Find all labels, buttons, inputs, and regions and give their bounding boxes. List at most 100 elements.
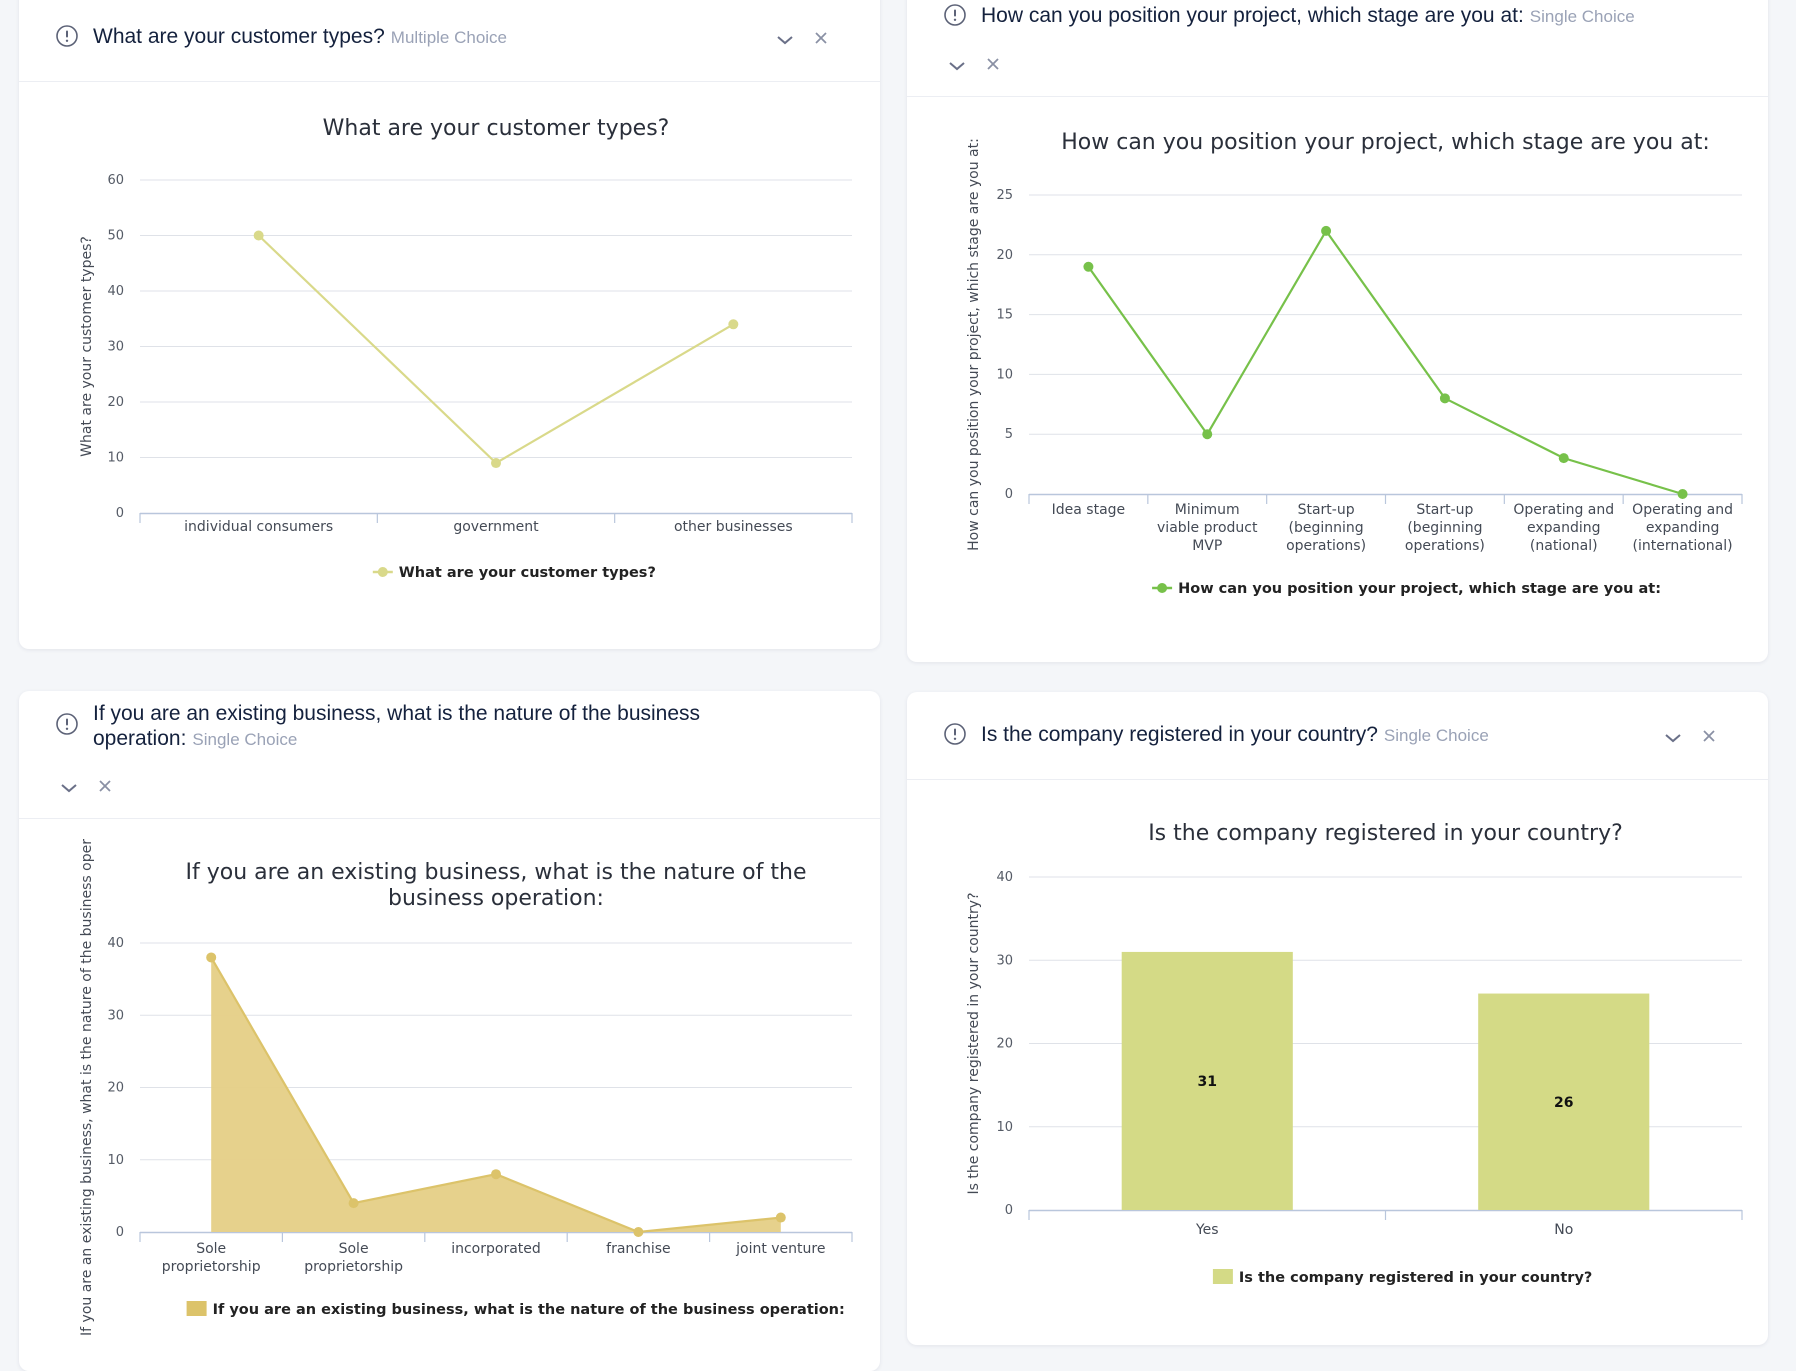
legend-swatch (1212, 1269, 1233, 1284)
data-point (1202, 429, 1213, 440)
chart-title: If you are an existing business, what is… (186, 860, 807, 885)
question-title: How can you position your project, which… (981, 3, 1635, 29)
data-label: 26 (1554, 1095, 1573, 1111)
y-tick-label: 30 (107, 1008, 124, 1023)
y-tick-label: 40 (107, 284, 124, 299)
legend-marker (1157, 583, 1168, 593)
card-customer-types: What are your customer types? Multiple Ch… (19, 0, 880, 649)
data-point (728, 319, 739, 330)
data-point (253, 230, 264, 241)
card-business-nature: If you are an existing business, what is… (19, 691, 880, 1371)
business-nature-chart: If you are an existing business, what is… (79, 839, 853, 1336)
legend-label: If you are an existing business, what is… (213, 1302, 845, 1318)
close-icon[interactable] (93, 774, 117, 798)
y-tick-label: 30 (996, 953, 1013, 968)
data-point (491, 1169, 501, 1180)
x-tick-label: Operating and expanding (national) (1513, 502, 1614, 554)
y-axis-title: What are your customer types? (79, 236, 95, 457)
y-tick-label: 10 (996, 367, 1013, 382)
chart-title: business operation: (388, 886, 604, 911)
y-tick-label: 40 (107, 936, 124, 951)
y-tick-label: 20 (107, 395, 124, 410)
legend-swatch (186, 1301, 207, 1316)
project-stage-chart: How can you position your project, which… (966, 130, 1743, 597)
info-circle-icon (56, 713, 78, 735)
data-point (633, 1227, 644, 1237)
data-point (206, 952, 217, 963)
x-tick-label: franchise (606, 1241, 671, 1257)
x-tick-label: Sole proprietorship (162, 1241, 261, 1275)
y-tick-label: 20 (107, 1081, 124, 1096)
question-type-label: Single Choice (192, 730, 298, 749)
x-tick-label: government (453, 519, 539, 535)
y-tick-label: 60 (107, 173, 124, 188)
legend-label: Is the company registered in your countr… (1239, 1270, 1592, 1286)
question-title-line-1: If you are an existing business, what is… (93, 702, 701, 725)
y-tick-label: 50 (107, 229, 124, 244)
card-header: How can you position your project, which… (907, 0, 1768, 97)
data-point (1321, 225, 1332, 236)
x-tick-label: other businesses (674, 519, 793, 535)
x-tick-label: Sole proprietorship (304, 1241, 403, 1275)
data-point (1083, 261, 1094, 272)
y-axis-title: Is the company registered in your countr… (966, 892, 982, 1194)
question-title: If you are an existing business, what is… (93, 701, 813, 752)
legend-label: What are your customer types? (399, 565, 656, 581)
y-tick-label: 20 (996, 248, 1013, 263)
chart-title: What are your customer types? (323, 116, 670, 141)
chevron-down-icon[interactable] (945, 54, 969, 78)
data-point (775, 1212, 786, 1223)
y-axis-title: If you are an existing business, what is… (79, 839, 95, 1336)
company-registered-chart: Is the company registered in your countr… (966, 821, 1743, 1286)
info-circle-icon (56, 25, 78, 47)
chevron-down-icon[interactable] (1661, 726, 1685, 750)
y-tick-label: 15 (996, 308, 1013, 323)
x-tick-label: Start-up (beginning operations) (1405, 502, 1485, 554)
question-type-label: Single Choice (1383, 726, 1489, 745)
y-tick-label: 0 (116, 1225, 124, 1240)
x-tick-label: Operating and expanding (international) (1632, 502, 1733, 554)
y-tick-label: 10 (107, 451, 124, 466)
question-type-label: Multiple Choice (390, 28, 508, 47)
x-tick-label: Idea stage (1052, 502, 1126, 518)
card-header: If you are an existing business, what is… (19, 691, 880, 819)
series-line (1087, 228, 1683, 496)
series-line (257, 234, 734, 465)
data-point (348, 1198, 359, 1209)
y-tick-label: 10 (107, 1153, 124, 1168)
y-tick-label: 5 (1005, 427, 1013, 442)
y-tick-label: 20 (996, 1037, 1013, 1052)
y-tick-label: 0 (1005, 1203, 1013, 1218)
info-circle-icon (944, 723, 966, 745)
x-tick-label: No (1554, 1222, 1573, 1238)
customer-types-chart: What are your customer types? 0 10 20 30 40 50… (79, 116, 853, 581)
chart-title: How can you position your project, which… (1061, 130, 1710, 155)
bar (1478, 993, 1650, 1210)
chevron-down-icon[interactable] (773, 28, 797, 52)
card-header: Is the company registered in your countr… (907, 692, 1768, 780)
close-icon[interactable] (809, 26, 833, 50)
y-axis-title: How can you position your project, which… (966, 138, 982, 551)
y-tick-label: 25 (996, 188, 1013, 203)
data-point (1439, 393, 1450, 404)
y-tick-label: 40 (996, 870, 1013, 885)
card-project-stage: How can you position your project, which… (907, 0, 1768, 662)
y-tick-label: 10 (996, 1120, 1013, 1135)
x-tick-label: Minimum viable product MVP (1157, 502, 1258, 554)
chevron-down-icon[interactable] (57, 776, 81, 800)
x-tick-label: incorporated (451, 1241, 541, 1257)
info-circle-icon (944, 4, 966, 26)
close-icon[interactable] (1697, 724, 1721, 748)
question-title-text: How can you position your project, which… (981, 4, 1524, 27)
x-tick-label: joint venture (735, 1241, 825, 1257)
close-icon[interactable] (981, 52, 1005, 76)
data-point (1558, 453, 1569, 464)
x-tick-label: Yes (1195, 1222, 1219, 1238)
chart-title: Is the company registered in your countr… (1148, 821, 1623, 846)
y-tick-label: 30 (107, 340, 124, 355)
question-title-line-2: operation: (93, 727, 187, 750)
x-tick-label: individual consumers (184, 519, 333, 535)
legend-marker (377, 567, 388, 577)
question-title: What are your customer types? Multiple Ch… (93, 24, 507, 50)
data-label: 31 (1198, 1074, 1217, 1090)
